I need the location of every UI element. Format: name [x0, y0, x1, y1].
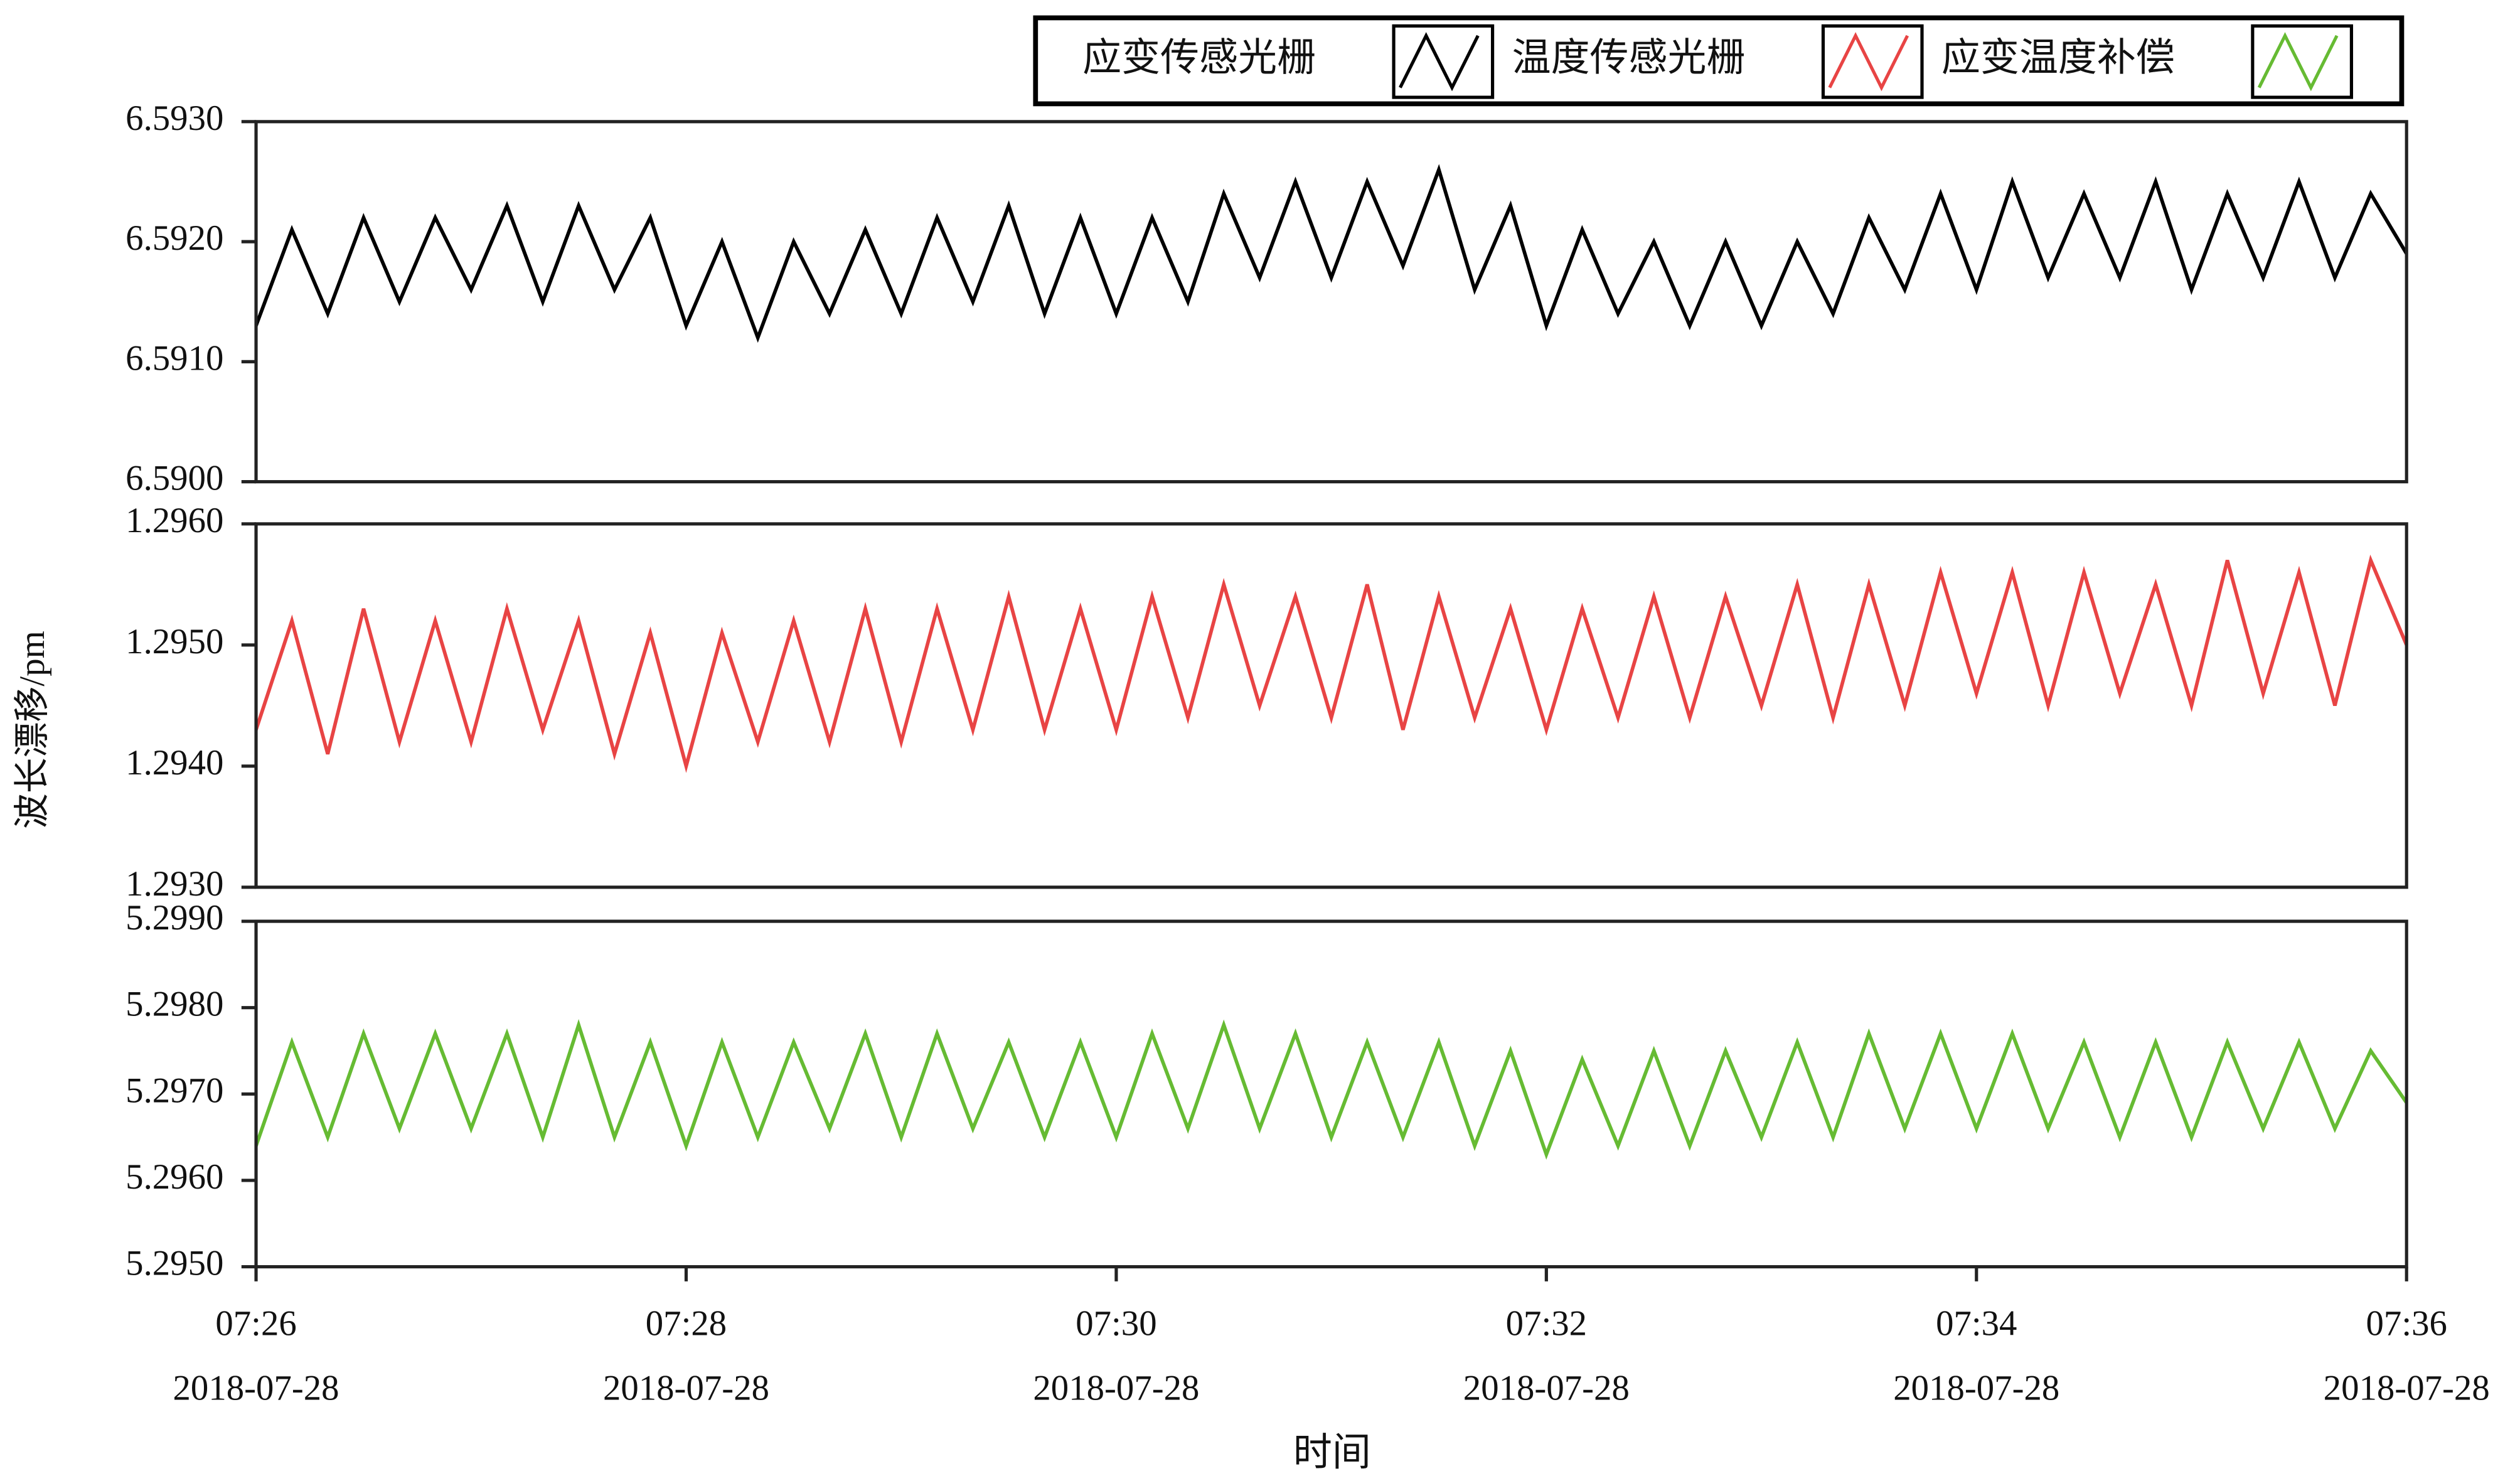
legend-swatch [1399, 32, 1480, 92]
y-tick-label: 6.5900 [125, 459, 223, 498]
y-tick-label: 1.2960 [125, 501, 223, 540]
y-axis-label: 波长漂移/pm [13, 631, 52, 829]
plot-frame [254, 919, 2408, 1269]
y-tick-label: 1.2930 [125, 864, 223, 904]
y-tick-label: 5.2980 [125, 985, 223, 1024]
x-tick-label: 07:36 [2366, 1303, 2447, 1343]
x-tick-label: 07:34 [1936, 1303, 2017, 1343]
x-tick-date: 2018-07-28 [1463, 1369, 1630, 1408]
y-tick-label: 5.2960 [125, 1157, 223, 1197]
legend-label: 温度传感光栅 [1512, 36, 1746, 79]
y-tick-label: 6.5930 [125, 99, 223, 138]
x-tick-date: 2018-07-28 [603, 1369, 769, 1408]
x-tick-date: 2018-07-28 [2324, 1369, 2490, 1408]
x-tick-label: 07:26 [215, 1303, 296, 1343]
y-tick-label: 5.2990 [125, 898, 223, 938]
y-tick-label: 1.2950 [125, 622, 223, 661]
data-line [254, 1019, 2408, 1160]
x-tick-label: 07:30 [1076, 1303, 1156, 1343]
y-tick-label: 6.5910 [125, 338, 223, 378]
x-tick-date: 2018-07-28 [1893, 1369, 2059, 1408]
legend-box [1033, 15, 2405, 107]
data-line [254, 164, 2408, 343]
legend-swatch [1828, 32, 1909, 92]
y-tick-label: 6.5920 [125, 218, 223, 258]
x-tick-date: 2018-07-28 [1033, 1369, 1199, 1408]
x-tick-date: 2018-07-28 [173, 1369, 339, 1408]
plot-frame [254, 522, 2408, 889]
legend-label: 应变传感光栅 [1082, 36, 1316, 79]
legend-label: 应变温度补偿 [1941, 36, 2175, 79]
x-tick-label: 07:28 [646, 1303, 727, 1343]
legend-swatch [2257, 32, 2339, 92]
plot-frame [254, 120, 2408, 484]
y-tick-label: 1.2940 [125, 743, 223, 783]
y-tick-label: 5.2950 [125, 1244, 223, 1283]
x-tick-label: 07:32 [1506, 1303, 1587, 1343]
y-tick-label: 5.2970 [125, 1071, 223, 1110]
data-line [254, 554, 2408, 773]
x-axis-label: 时间 [1293, 1431, 1371, 1474]
